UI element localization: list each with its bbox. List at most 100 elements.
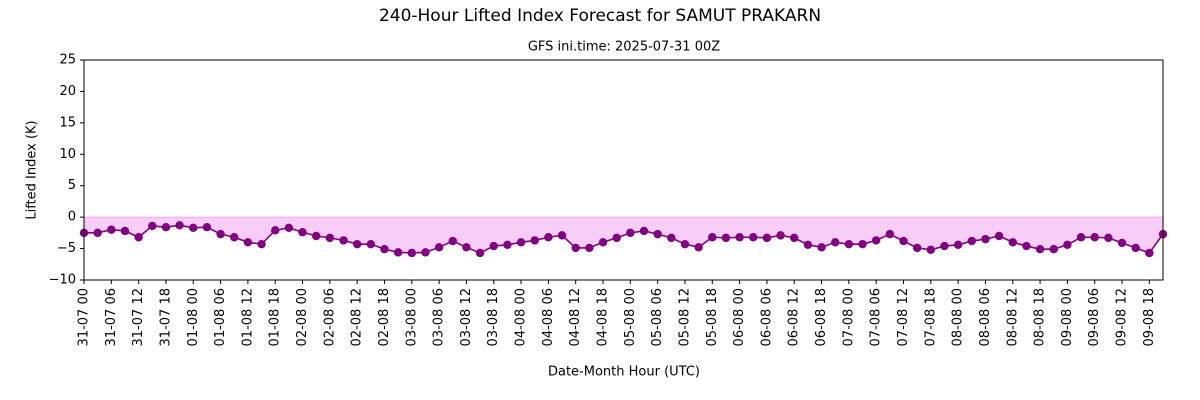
x-axis-label: Date-Month Hour (UTC) (548, 365, 700, 380)
y-tick-label: 10 (59, 147, 76, 162)
x-tick-label: 05-08 12 (677, 288, 692, 346)
data-point (721, 233, 731, 243)
data-point (366, 239, 376, 249)
x-tick-label: 09-08 00 (1060, 288, 1075, 346)
data-point (1076, 233, 1086, 242)
data-point (790, 233, 799, 243)
data-point (257, 239, 266, 249)
x-tick-label: 04-08 18 (596, 288, 611, 346)
data-point (940, 241, 949, 251)
x-tick-label: 08-08 00 (951, 288, 966, 346)
data-point (448, 236, 457, 246)
data-point (694, 243, 703, 252)
data-point (598, 238, 608, 247)
x-tick-label: 05-08 06 (650, 288, 665, 346)
data-point (1131, 243, 1140, 253)
x-tick-label: 08-08 12 (1005, 288, 1020, 346)
data-point (571, 243, 580, 253)
data-point (271, 226, 280, 235)
x-tick-label: 09-08 18 (1142, 288, 1157, 346)
x-tick-label: 02-08 00 (295, 288, 310, 346)
data-point (1063, 240, 1072, 249)
x-tick-label: 08-08 06 (978, 288, 993, 346)
y-tick-label: 25 (59, 53, 76, 68)
data-point (667, 233, 676, 243)
x-tick-label: 31-07 12 (131, 288, 146, 346)
data-point (311, 231, 321, 241)
data-point (858, 239, 867, 249)
data-point (912, 243, 922, 253)
data-point (994, 231, 1004, 241)
data-point (1049, 245, 1058, 254)
y-tick-label: −5 (57, 241, 76, 256)
x-tick-label: 31-07 06 (104, 288, 119, 346)
data-point (653, 229, 662, 239)
x-tick-label: 07-08 00 (841, 288, 856, 346)
data-point (407, 248, 416, 258)
data-point (544, 233, 553, 242)
x-tick-label: 31-07 00 (77, 288, 92, 346)
data-point (831, 238, 840, 247)
data-point (1035, 245, 1045, 254)
x-tick-label: 07-08 12 (896, 288, 911, 346)
y-tick-label: 15 (59, 115, 76, 130)
data-point (953, 240, 963, 249)
x-tick-label: 04-08 00 (514, 288, 529, 346)
data-point (1022, 241, 1031, 251)
data-point (148, 221, 157, 231)
data-point (899, 236, 908, 246)
x-tick-label: 01-08 18 (268, 288, 283, 346)
data-point (503, 240, 512, 249)
data-point (380, 245, 389, 254)
x-tick-label: 08-08 18 (1033, 288, 1048, 346)
x-tick-label: 09-08 12 (1115, 288, 1130, 346)
data-point (161, 223, 171, 232)
x-tick-label: 01-08 12 (240, 288, 255, 346)
data-point (475, 248, 485, 258)
data-point (1145, 248, 1154, 258)
x-tick-label: 05-08 18 (705, 288, 720, 346)
data-point (762, 233, 772, 243)
x-tick-label: 31-07 18 (158, 288, 173, 346)
y-tick-label: −10 (49, 273, 76, 288)
data-point (557, 231, 567, 240)
data-point (708, 233, 717, 242)
x-tick-label: 06-08 00 (732, 288, 747, 346)
x-tick-label: 04-08 12 (568, 288, 583, 346)
data-point (1090, 233, 1099, 242)
data-point (489, 241, 498, 251)
data-point (230, 233, 239, 242)
x-tick-label: 01-08 06 (213, 288, 228, 346)
data-point (626, 228, 635, 238)
x-tick-label: 05-08 00 (623, 288, 638, 346)
data-point (612, 233, 621, 243)
x-tick-label: 03-08 06 (432, 288, 447, 346)
x-tick-label: 03-08 00 (404, 288, 419, 346)
x-tick-label: 07-08 06 (869, 288, 884, 346)
x-tick-label: 06-08 18 (814, 288, 829, 346)
data-point (967, 236, 976, 246)
chart-subtitle: GFS ini.time: 2025-07-31 00Z (528, 40, 720, 55)
y-tick-label: 5 (68, 178, 76, 193)
data-point (981, 234, 990, 244)
data-point (120, 226, 130, 236)
data-point (339, 236, 348, 245)
data-point (421, 248, 430, 257)
y-tick-label: 20 (59, 84, 76, 99)
data-point (680, 239, 690, 249)
data-point (189, 223, 198, 233)
data-point (926, 245, 936, 255)
data-point (871, 236, 881, 245)
x-tick-label: 06-08 06 (759, 288, 774, 346)
data-point (803, 240, 813, 249)
x-tick-label: 02-08 06 (322, 288, 337, 346)
data-point (284, 223, 294, 233)
data-point (885, 229, 895, 239)
data-point (530, 236, 539, 245)
x-tick-label: 06-08 12 (787, 288, 802, 346)
data-point (298, 228, 307, 237)
y-tick-label: 0 (68, 210, 76, 225)
data-point (749, 233, 758, 242)
x-tick-label: 09-08 06 (1087, 288, 1102, 346)
